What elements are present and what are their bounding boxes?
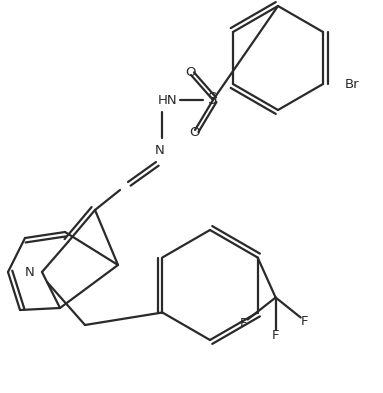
Text: O: O	[186, 66, 196, 79]
Text: S: S	[208, 92, 218, 108]
Text: Br: Br	[345, 77, 360, 90]
Text: N: N	[155, 143, 165, 156]
Text: F: F	[240, 317, 247, 330]
Text: F: F	[272, 329, 279, 342]
Text: F: F	[301, 315, 308, 328]
Text: N: N	[24, 266, 34, 279]
Text: HN: HN	[158, 94, 178, 107]
Text: O: O	[190, 127, 200, 140]
